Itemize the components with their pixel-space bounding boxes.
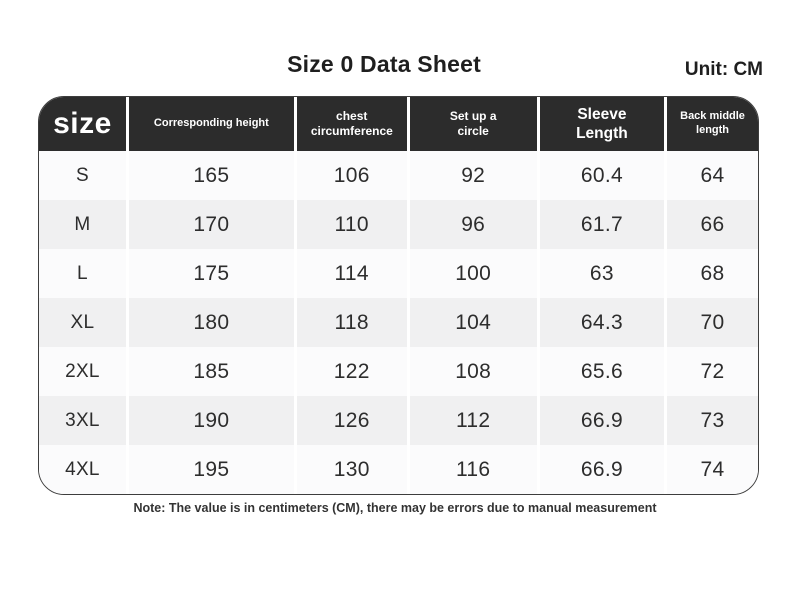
column-header-back-middle-length: Back middle length [667,97,758,151]
column-header-set-up-a-circle: Set up a circle [409,97,540,151]
value-cell: 130 [296,445,410,494]
table-row: XL 180 118 104 64.3 70 [39,298,758,347]
table-row: S 165 106 92 60.4 64 [39,151,758,200]
value-cell: 126 [296,396,410,445]
value-cell: 185 [128,347,297,396]
value-cell: 110 [296,200,410,249]
value-cell: 108 [409,347,540,396]
value-cell: 73 [667,396,758,445]
value-cell: 74 [667,445,758,494]
size-cell: 3XL [39,396,129,445]
value-cell: 116 [409,445,540,494]
value-cell: 64.3 [539,298,668,347]
column-header-sleeve-length: Sleeve Length [539,97,668,151]
value-cell: 165 [128,151,297,200]
value-cell: 66 [667,200,758,249]
value-cell: 92 [409,151,540,200]
value-cell: 118 [296,298,410,347]
value-cell: 68 [667,249,758,298]
size-table: size Corresponding height chest circumfe… [39,97,758,494]
size-cell: L [39,249,129,298]
size-table-container: size Corresponding height chest circumfe… [38,96,759,495]
value-cell: 96 [409,200,540,249]
column-header-chest-circumference: chest circumference [296,97,410,151]
column-header-size: size [39,97,129,151]
value-cell: 63 [539,249,668,298]
table-row: 3XL 190 126 112 66.9 73 [39,396,758,445]
header-row: size Corresponding height chest circumfe… [39,97,758,151]
value-cell: 175 [128,249,297,298]
unit-label: Unit: CM [684,59,763,80]
value-cell: 64 [667,151,758,200]
value-cell: 180 [128,298,297,347]
value-cell: 61.7 [539,200,668,249]
note-text: Note: The value is in centimeters (CM), … [133,501,657,515]
size-cell: 4XL [39,445,129,494]
value-cell: 122 [296,347,410,396]
value-cell: 190 [128,396,297,445]
size-cell: XL [39,298,129,347]
value-cell: 106 [296,151,410,200]
value-cell: 104 [409,298,540,347]
value-cell: 65.6 [539,347,668,396]
table-row: L 175 114 100 63 68 [39,249,758,298]
size-table-body: S 165 106 92 60.4 64 M 170 110 96 61.7 66 L 175 114 100… [39,151,758,494]
size-cell: M [39,200,129,249]
value-cell: 100 [409,249,540,298]
value-cell: 66.9 [539,396,668,445]
table-row: 2XL 185 122 108 65.6 72 [39,347,758,396]
value-cell: 170 [128,200,297,249]
value-cell: 70 [667,298,758,347]
value-cell: 60.4 [539,151,668,200]
value-cell: 66.9 [539,445,668,494]
value-cell: 72 [667,347,758,396]
column-header-corresponding-height: Corresponding height [128,97,297,151]
table-row: 4XL 195 130 116 66.9 74 [39,445,758,494]
table-row: M 170 110 96 61.7 66 [39,200,758,249]
size-cell: S [39,151,129,200]
page-title: Size 0 Data Sheet [287,51,481,77]
value-cell: 112 [409,396,540,445]
value-cell: 114 [296,249,410,298]
size-cell: 2XL [39,347,129,396]
value-cell: 195 [128,445,297,494]
